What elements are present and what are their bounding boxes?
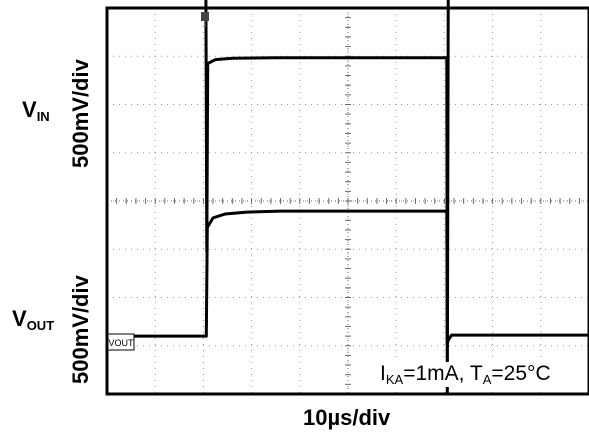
vout-scale-label: 500mV/div [68,275,93,384]
x-axis-label: 10µs/div [303,405,391,430]
traces [107,0,589,396]
conditions-annotation: IKA=1mA, TA=25°C [378,362,553,387]
ann-t-rest: =25°C [491,362,551,385]
vout-label-main: V [12,306,27,331]
plot-frame [105,6,589,396]
ann-t-sub: A [482,372,492,387]
vout-label-sub: OUT [26,318,55,333]
ann-i-rest: =1mA, T [403,362,483,385]
vin-label-sub: IN [36,109,50,124]
vin-label-main: V [22,97,37,122]
vin-scale-label: 500mV/div [68,59,93,168]
ann-i-sub: KA [385,372,404,387]
vin-channel-label: VIN [22,97,50,124]
ann-i: I [380,362,386,385]
vout-ground-marker: VOUT [107,333,135,351]
vout-channel-label: VOUT [12,306,54,333]
vout-marker-label: VOUT [108,338,134,348]
trace-v-out [107,209,589,345]
trigger-marker [201,12,209,27]
